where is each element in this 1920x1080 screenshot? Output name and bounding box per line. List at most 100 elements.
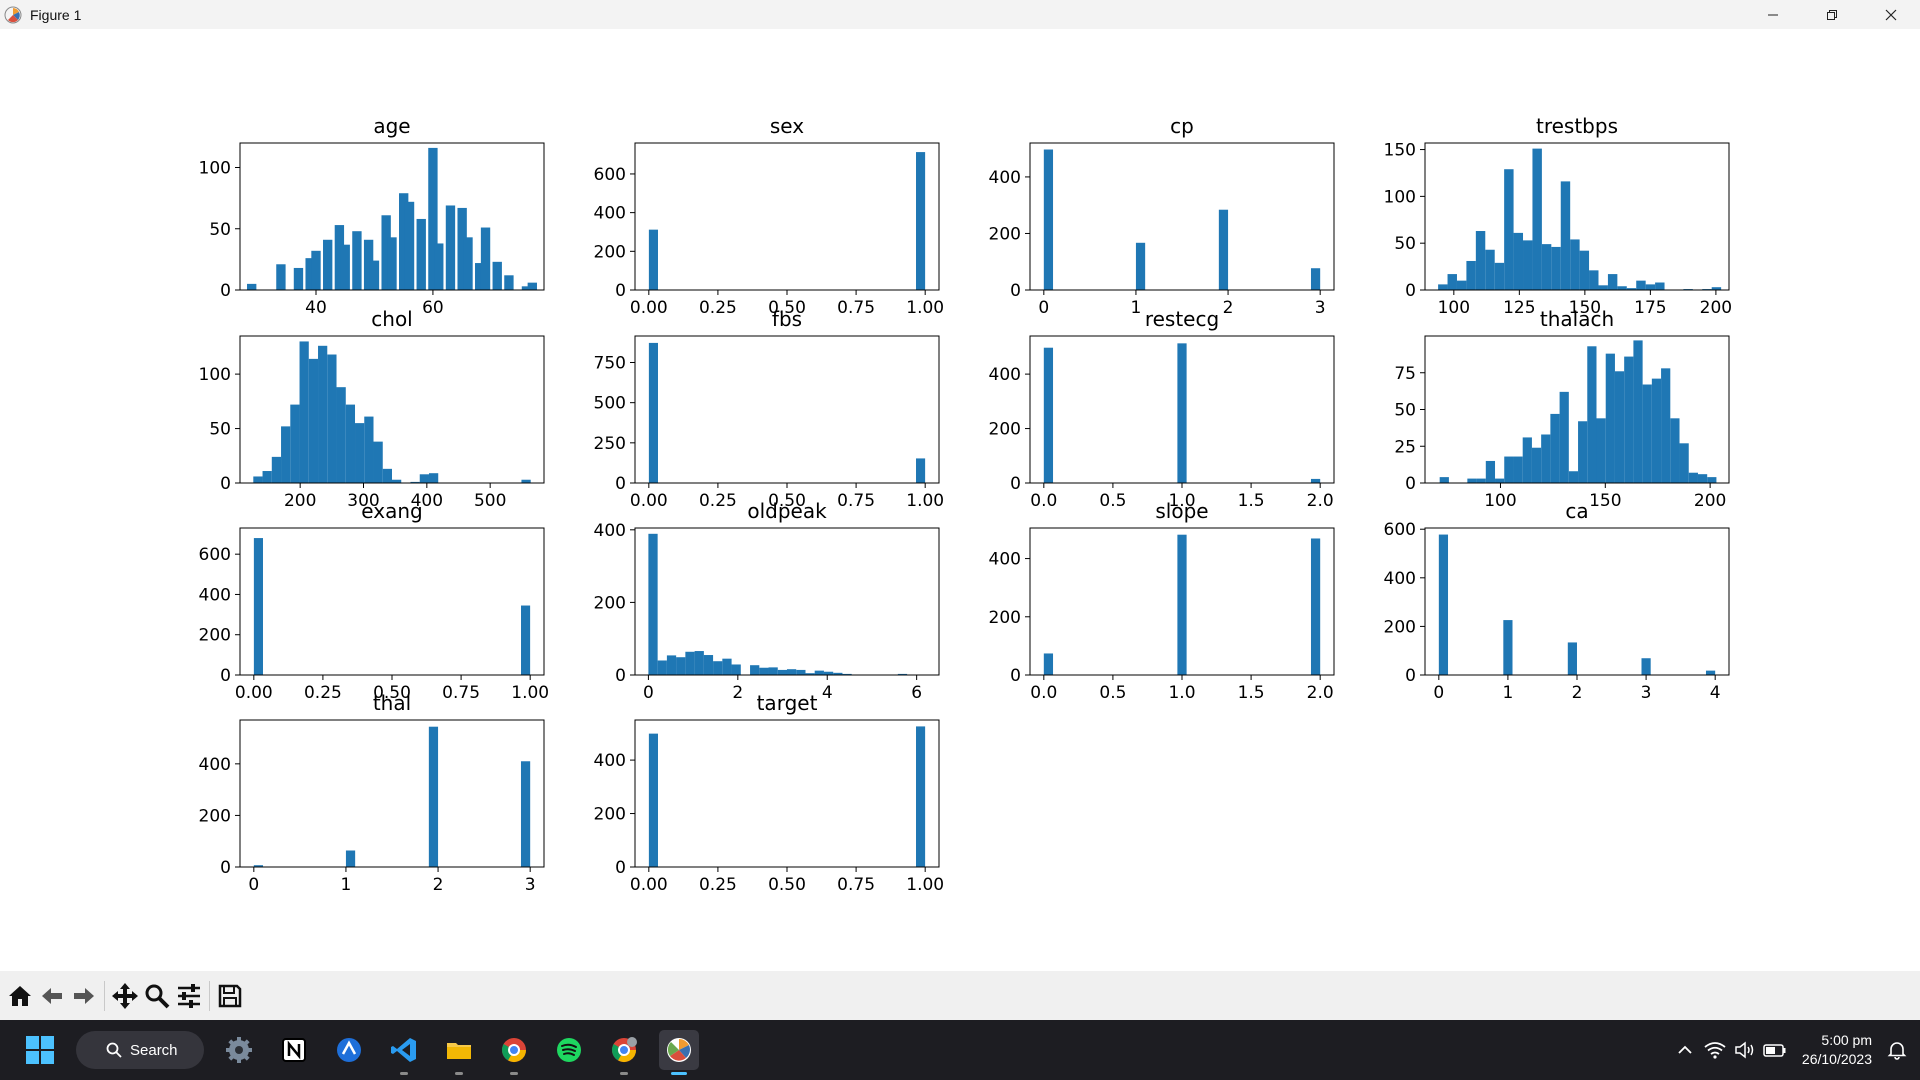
x-tick-label: 2.0 — [1307, 683, 1334, 703]
histogram-bar — [1633, 340, 1643, 483]
histogram-bar — [1661, 368, 1671, 483]
axes-frame — [239, 335, 545, 484]
subplot-oldpeak: 0 2 4 6 0 200 400 oldpeak — [594, 499, 940, 703]
histogram-bar — [1310, 538, 1321, 675]
home-button[interactable] — [4, 979, 36, 1013]
taskbar-chrome[interactable] — [494, 1030, 534, 1075]
histogram-bar — [1513, 232, 1524, 290]
taskbar-chrome-profile[interactable] — [604, 1030, 644, 1075]
volume-button[interactable] — [1732, 1037, 1758, 1063]
zoom-button[interactable] — [141, 979, 173, 1013]
histogram-bar — [345, 850, 356, 867]
battery-button[interactable] — [1762, 1037, 1788, 1063]
subplot-chol: 200 300 400 500 0 50 100 chol — [199, 307, 545, 511]
histogram-bar — [722, 658, 732, 675]
subplot-title: trestbps — [1536, 114, 1618, 138]
histogram-bar — [253, 865, 264, 867]
histogram-bar — [305, 258, 315, 290]
window-title: Figure 1 — [30, 6, 82, 23]
histogram-bar — [1504, 456, 1514, 483]
histogram-bar — [262, 471, 272, 483]
histogram-bar — [1135, 242, 1146, 290]
histogram-bar — [276, 264, 286, 290]
y-tick-label: 200 — [1384, 617, 1416, 637]
restore-button[interactable] — [1802, 0, 1861, 29]
subplot-cp: 0 1 2 3 0 200 400 cp — [989, 114, 1335, 318]
histogram-bar — [1579, 250, 1590, 290]
configure-subplots-button[interactable] — [173, 979, 205, 1013]
pan-button[interactable] — [109, 979, 141, 1013]
taskbar-app-blue[interactable] — [329, 1030, 369, 1070]
y-tick-label: 200 — [989, 224, 1021, 244]
chevron-up-icon — [1678, 1045, 1692, 1054]
histogram-bar — [445, 205, 456, 290]
taskbar-search[interactable]: Search — [76, 1031, 204, 1069]
histogram-bar — [1688, 472, 1698, 483]
taskbar-settings[interactable] — [219, 1030, 259, 1070]
figure-canvas[interactable]: 40 60 0 50 100 age 0.00 0.25 0.50 0.75 1.00 0 200 400… — [0, 29, 1920, 971]
histogram-bar — [1485, 460, 1496, 483]
running-indicator — [455, 1072, 463, 1075]
taskbar-spotify[interactable] — [549, 1030, 589, 1070]
histogram-bar — [480, 227, 491, 290]
histogram-bar — [521, 479, 531, 483]
spotify-icon — [557, 1038, 581, 1062]
histogram-bar — [1598, 285, 1608, 290]
y-tick-label: 0 — [1010, 666, 1021, 686]
y-tick-label: 500 — [594, 394, 626, 414]
x-tick-label: 1.00 — [906, 491, 944, 511]
x-tick-label: 2 — [1223, 298, 1234, 318]
running-indicator — [510, 1072, 518, 1075]
x-tick-label: 1.5 — [1238, 491, 1265, 511]
x-tick-label: 0.0 — [1030, 491, 1057, 511]
wifi-button[interactable] — [1702, 1037, 1728, 1063]
histogram-bar — [1645, 284, 1656, 290]
histogram-bar — [1043, 653, 1054, 675]
minimize-button[interactable] — [1743, 0, 1802, 29]
forward-button[interactable] — [68, 979, 100, 1013]
taskbar-matplotlib-figure[interactable] — [659, 1030, 699, 1075]
x-tick-label: 0.25 — [304, 683, 342, 703]
histogram-bar — [1043, 347, 1054, 483]
y-tick-label: 600 — [1384, 520, 1416, 540]
y-tick-label: 400 — [989, 168, 1021, 188]
histogram-bar — [1605, 353, 1615, 483]
histogram-bar — [457, 207, 467, 290]
subplot-title: sex — [770, 114, 804, 138]
x-tick-label: 2 — [732, 683, 743, 703]
histogram-bar — [416, 218, 426, 290]
taskbar-file-explorer[interactable] — [439, 1030, 479, 1075]
x-tick-label: 0.25 — [699, 875, 737, 895]
histogram-bar — [1522, 437, 1532, 483]
histogram-bar — [334, 225, 345, 290]
x-tick-label: 300 — [347, 491, 379, 511]
show-hidden-icons-button[interactable] — [1672, 1037, 1698, 1063]
start-button[interactable] — [20, 1030, 60, 1070]
x-tick-label: 0.75 — [837, 298, 875, 318]
histogram-bar — [1596, 418, 1606, 483]
taskbar-notion[interactable] — [274, 1030, 314, 1070]
y-tick-label: 0 — [1405, 666, 1416, 686]
back-button[interactable] — [36, 979, 68, 1013]
subplot-target: 0.00 0.25 0.50 0.75 1.00 0 200 400 target — [594, 691, 945, 895]
histogram-bar — [1560, 181, 1571, 290]
axes-frame — [634, 719, 940, 868]
save-button[interactable] — [214, 979, 246, 1013]
x-tick-label: 500 — [474, 491, 506, 511]
taskbar-clock[interactable]: 5:00 pm 26/10/2023 — [1802, 1031, 1872, 1069]
y-tick-label: 0 — [615, 666, 626, 686]
histogram-bar — [463, 237, 473, 290]
subplot-fbs: 0.00 0.25 0.50 0.75 1.00 0 250 500 750 fbs — [594, 307, 945, 511]
taskbar-vscode[interactable] — [384, 1030, 424, 1075]
notifications-button[interactable] — [1884, 1037, 1910, 1063]
subplot-title: exang — [361, 499, 422, 523]
histogram-bar — [1568, 471, 1579, 483]
subplot-title: cp — [1170, 114, 1194, 138]
histogram-bar — [1447, 274, 1457, 290]
window-titlebar: Figure 1 — [0, 0, 1920, 29]
histogram-bar — [364, 416, 374, 483]
histogram-bar — [381, 215, 391, 290]
histogram-bar — [1617, 286, 1627, 290]
histogram-bar — [1310, 268, 1321, 290]
close-button[interactable] — [1861, 0, 1920, 29]
